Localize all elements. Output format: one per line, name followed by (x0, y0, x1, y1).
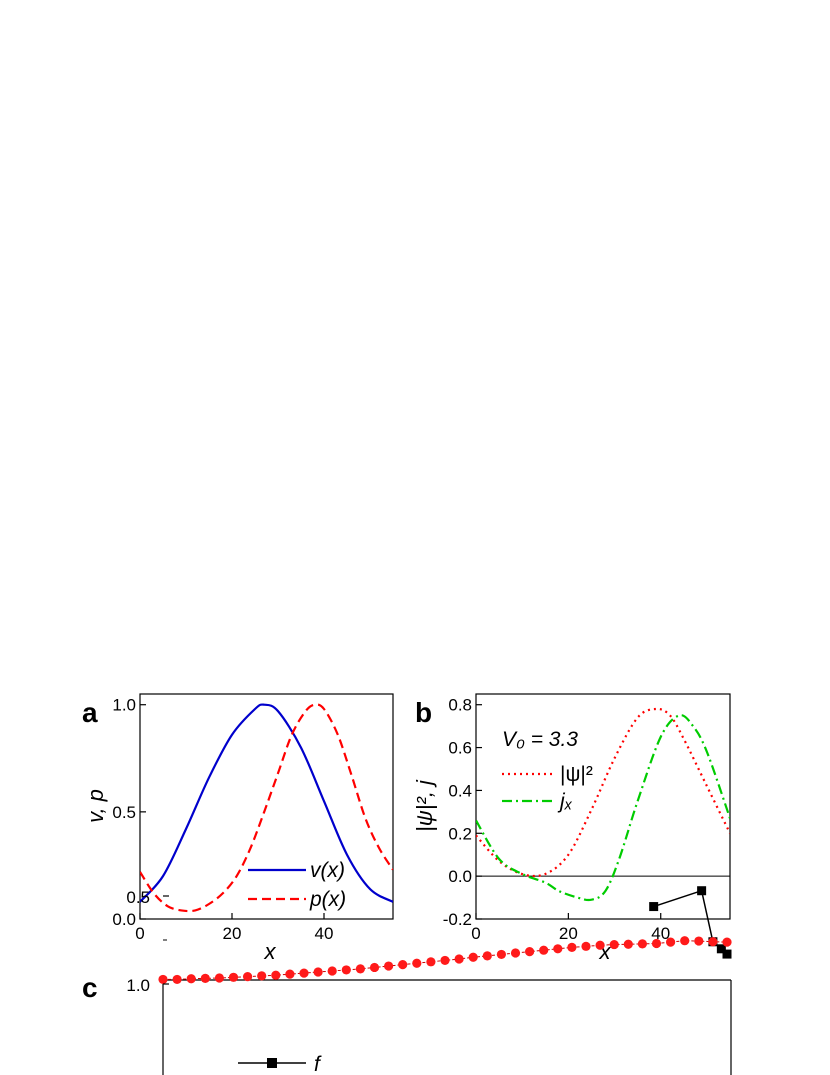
red-point (694, 936, 704, 946)
y-tick-label: 0.4 (448, 781, 472, 800)
red-point (468, 952, 478, 962)
red-point (341, 965, 351, 975)
x-tick-label: 40 (315, 924, 334, 943)
red-point (666, 937, 676, 947)
y-tick-label: 0.5 (126, 888, 150, 907)
red-point (285, 969, 295, 979)
red-point (539, 945, 549, 955)
panel-a-frame (139, 693, 394, 920)
red-point (482, 951, 492, 961)
panel-c-legend: f (238, 1053, 322, 1075)
panel-b-annotation: V₀ = 3.3 (502, 728, 578, 751)
red-point (426, 957, 436, 967)
red-point (158, 974, 168, 985)
legend-label-j: jₓ (557, 790, 573, 813)
red-point (440, 955, 450, 966)
y-tick-label: 0.5 (112, 803, 136, 822)
red-point (257, 971, 267, 981)
panel-c: c 0.5 1.0 f (82, 886, 732, 1075)
f-point (649, 902, 659, 912)
red-point (510, 948, 521, 958)
red-point (496, 949, 506, 960)
red-point (623, 939, 633, 949)
panel-b-ylabel: |ψ|², j (412, 779, 437, 832)
red-point (313, 967, 323, 977)
f-point (697, 886, 707, 896)
series-line-v(x) (140, 703, 393, 903)
panel-a-xlabel: x (264, 939, 277, 964)
panel-c-label: c (82, 972, 98, 1003)
panel-a-legend: v(x) p(x) (248, 859, 346, 911)
red-point (525, 947, 535, 957)
y-tick-label: 0.0 (448, 867, 472, 886)
y-tick-label: 0.2 (448, 824, 472, 843)
red-point (172, 974, 182, 985)
panel-b-frame (475, 693, 731, 920)
y-tick-label: 0.8 (448, 696, 472, 715)
red-point (609, 939, 619, 950)
red-point (327, 966, 337, 976)
y-tick-label: 0.0 (112, 910, 136, 929)
panel-b-label: b (415, 697, 432, 728)
red-point (271, 970, 281, 980)
series-line-|ψ|² (476, 707, 730, 878)
red-point (228, 972, 239, 982)
panel-b: b 0 20 40-0.20.00.20.40.60.8 x |ψ|², j V₀ … (412, 693, 731, 964)
x-tick-label: 0 (471, 924, 480, 943)
legend-label-p: p(x) (309, 888, 346, 911)
y-tick-label: 0.6 (448, 739, 472, 758)
x-tick-label: 40 (651, 924, 670, 943)
red-point (708, 937, 718, 947)
red-point (186, 974, 196, 984)
x-tick-label: 20 (559, 924, 578, 943)
f-point (722, 949, 732, 959)
series-line-p(x) (140, 703, 393, 913)
y-tick-label: 1.0 (112, 696, 136, 715)
legend-label-v: v(x) (310, 859, 345, 882)
panel-a-label: a (82, 697, 98, 728)
panel-a: a 0 20 40 0.0 0.5 1.0 x v, p v(x) p(x) (82, 693, 394, 964)
red-point (567, 942, 577, 952)
red-point (581, 941, 591, 951)
panel-b-legend: |ψ|² jₓ (502, 763, 593, 813)
red-point (369, 962, 380, 973)
red-point (595, 940, 605, 950)
series-line-jₓ (476, 714, 730, 902)
red-point (637, 939, 648, 949)
y-tick-label: 1.0 (126, 976, 150, 995)
red-point (200, 973, 210, 983)
red-point (299, 968, 309, 978)
red-point (412, 958, 422, 968)
x-tick-label: 20 (223, 924, 242, 943)
legend-label-f: f (314, 1053, 322, 1075)
red-point (398, 960, 408, 970)
red-point (454, 954, 464, 964)
red-point (384, 961, 394, 971)
red-point (553, 944, 563, 954)
x-tick-label: 0 (135, 924, 144, 943)
f-point (716, 944, 726, 954)
legend-marker-f (267, 1058, 277, 1068)
red-point (214, 973, 224, 983)
y-tick-label: -0.2 (443, 910, 472, 929)
panel-a-ylabel: v, p (83, 789, 108, 823)
legend-label-psi: |ψ|² (560, 763, 593, 786)
red-point (651, 938, 662, 949)
red-point (722, 937, 732, 947)
red-point (680, 936, 690, 946)
red-point (243, 972, 253, 982)
red-point (355, 964, 365, 974)
